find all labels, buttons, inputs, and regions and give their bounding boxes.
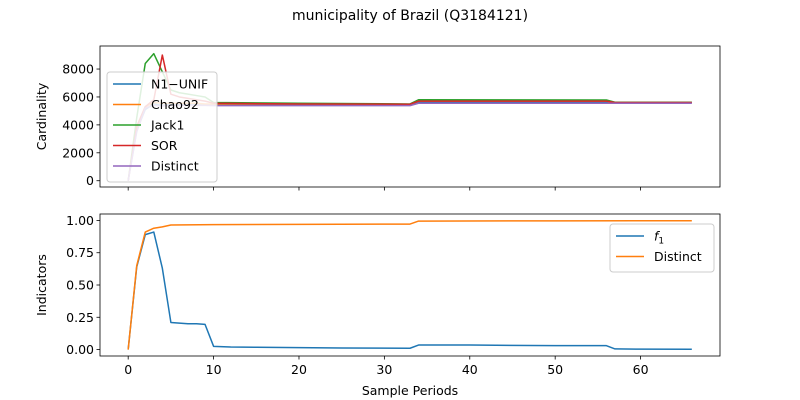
legend-entry: Distinct (151, 159, 199, 174)
legend-frame (609, 223, 715, 273)
legend-frame (106, 71, 218, 183)
figure-title: municipality of Brazil (Q3184121) (292, 8, 528, 24)
y-tick-label: 0.25 (66, 310, 94, 325)
x-axis-label: Sample Periods (362, 383, 458, 398)
y-axis-label: Indicators (34, 254, 49, 316)
x-tick-label: 60 (633, 362, 649, 377)
x-tick-label: 0 (124, 362, 132, 377)
cardinality-panel: 0 2000 4000 6000 8000 Cardinality N1−UNIF Chao9… (34, 45, 721, 191)
y-tick-label: 1.00 (66, 213, 94, 228)
legend-entry-subscript: 1 (658, 237, 664, 247)
y-tick-label: 4000 (62, 117, 94, 132)
y-tick-label: 6000 (62, 89, 94, 104)
legend-entry-main: f (654, 229, 660, 244)
y-tick-label: 8000 (62, 62, 94, 77)
legend-entry: N1−UNIF (151, 77, 208, 92)
legend: f1 Distinct (609, 223, 715, 273)
indicators-panel: 0.00 0.25 0.50 0.75 1.00 0 10 20 30 40 50 60 Indicat… (34, 213, 721, 398)
y-tick-label: 0 (86, 173, 94, 188)
x-tick-label: 30 (376, 362, 392, 377)
x-tick-label: 40 (462, 362, 478, 377)
legend-entry: Distinct (654, 249, 702, 264)
y-tick-label: 2000 (62, 145, 94, 160)
y-tick-label: 0.75 (66, 245, 94, 260)
legend: N1−UNIF Chao92 Jack1 SOR Distinct (106, 71, 218, 183)
x-tick-label: 50 (547, 362, 563, 377)
y-tick-label: 0.00 (66, 342, 94, 357)
legend-entry: f1 (654, 229, 664, 247)
axes-frame (99, 45, 721, 188)
series-line-f1 (127, 231, 692, 351)
legend-entry: SOR (151, 138, 178, 153)
x-tick-label: 10 (206, 362, 222, 377)
series-line-distinct (127, 219, 692, 350)
legend-entry: Jack1 (150, 118, 184, 133)
legend-entry: Chao92 (151, 97, 199, 112)
y-axis-label: Cardinality (34, 82, 49, 150)
x-tick-label: 20 (291, 362, 307, 377)
y-tick-label: 0.50 (66, 278, 94, 293)
